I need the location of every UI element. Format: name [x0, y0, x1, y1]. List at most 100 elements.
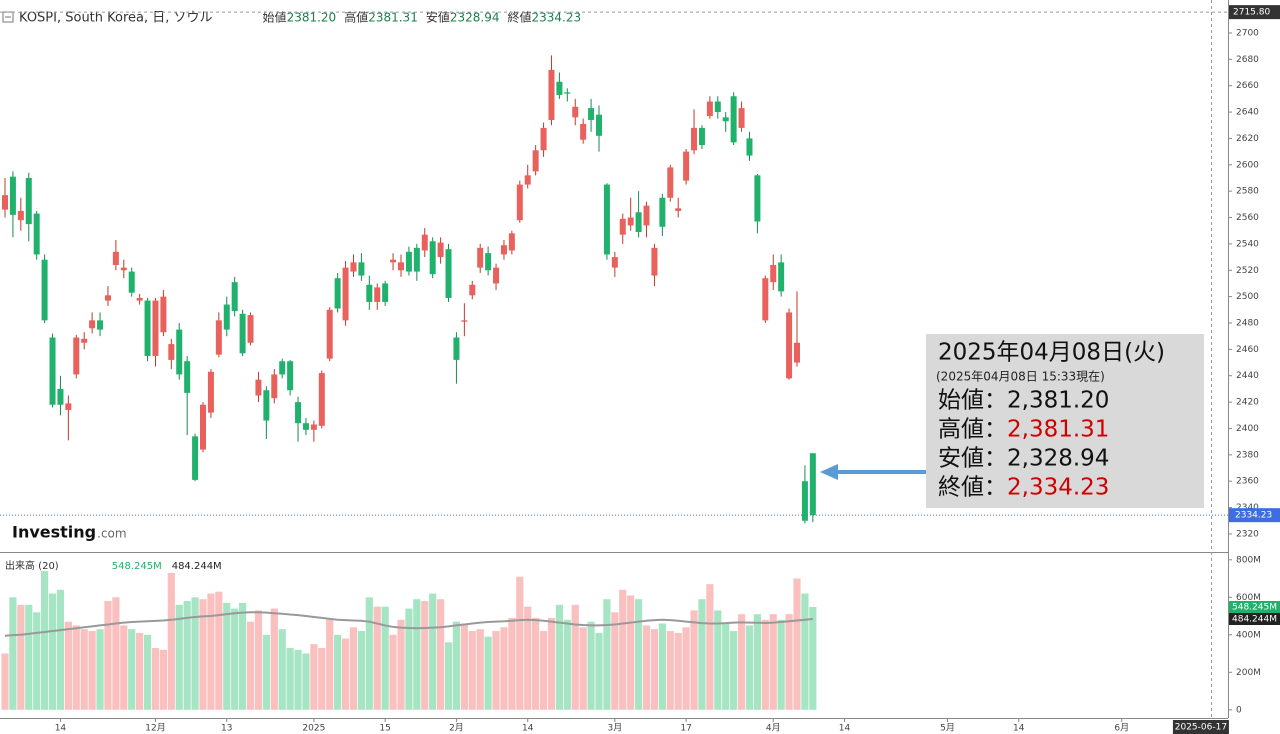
- candle-body: [128, 271, 135, 293]
- candle-body: [310, 424, 317, 430]
- volume-bar: [555, 604, 563, 710]
- volume-bar: [587, 621, 595, 710]
- crosshair-date-label: 2025-06-17: [1175, 723, 1227, 733]
- volume-bar: [532, 617, 540, 710]
- candle-body: [500, 245, 507, 255]
- candle-body: [89, 320, 96, 329]
- volume-bar: [262, 634, 270, 710]
- candle-body: [73, 337, 80, 375]
- volume-bar: [373, 606, 381, 710]
- volume-bar: [167, 572, 175, 710]
- volume-bar: [421, 601, 429, 710]
- candle-body: [200, 404, 206, 450]
- volume-bar: [25, 604, 33, 710]
- volume-bar: [239, 602, 247, 710]
- volume-bar: [80, 629, 88, 710]
- candle-body: [302, 423, 309, 430]
- volume-bar: [769, 614, 777, 710]
- volume-bar: [690, 610, 698, 710]
- volume-bar: [9, 597, 17, 710]
- candle-body: [168, 344, 175, 360]
- candle-body: [691, 127, 698, 151]
- x-tick-label: 17: [680, 724, 691, 734]
- candle-body: [722, 117, 729, 122]
- candle-body: [374, 287, 381, 302]
- candle-body: [342, 267, 349, 321]
- logo-suffix: .com: [97, 527, 126, 541]
- candle-body: [762, 278, 769, 321]
- candle-body: [104, 295, 111, 301]
- volume-bar: [286, 647, 294, 710]
- volume-legend-value: 548.245M: [112, 561, 162, 572]
- volume-bar: [595, 632, 603, 710]
- last-price-tag: [1229, 508, 1280, 523]
- volume-bar: [381, 606, 389, 710]
- legend-label: 高値: [344, 10, 368, 25]
- annotation-value: 2,328.94: [1007, 446, 1109, 472]
- volume-bar: [278, 629, 286, 710]
- volume-bar: [437, 599, 445, 710]
- volume-bar: [56, 589, 65, 710]
- y-tick-label: 2400: [1236, 424, 1259, 434]
- crosshair-date-tag: [1172, 720, 1229, 734]
- legend-value: 2381.31: [368, 11, 418, 25]
- volume-bar: [136, 632, 144, 710]
- candle-body: [683, 151, 690, 181]
- volume-bar: [650, 629, 659, 710]
- volume-bar: [642, 625, 651, 710]
- candle-body: [9, 176, 16, 215]
- volume-bar: [215, 591, 223, 710]
- volume-bar: [460, 623, 468, 710]
- candle-body: [41, 259, 48, 321]
- candle-body: [469, 284, 476, 296]
- x-tick-label: 14: [839, 724, 851, 734]
- volume-bar: [730, 631, 738, 710]
- candle-body: [398, 262, 404, 271]
- candle-body: [659, 197, 666, 227]
- volume-bar: [809, 607, 817, 710]
- last-price-label: 2334.23: [1235, 511, 1272, 521]
- volume-bar: [737, 614, 746, 710]
- candle-body: [247, 315, 254, 343]
- candle-body: [136, 297, 143, 301]
- volume-bar: [674, 632, 682, 710]
- y-tick-label: 2480: [1236, 318, 1259, 328]
- volume-bar: [341, 638, 350, 710]
- candle-body: [738, 108, 745, 128]
- candle-body: [794, 342, 800, 363]
- x-tick-label: 14: [1013, 724, 1025, 734]
- volume-bar: [429, 593, 437, 710]
- volume-tag: [1229, 601, 1280, 614]
- x-tick-label: 12月: [145, 723, 165, 734]
- volume-bar: [357, 631, 365, 710]
- volume-bar: [349, 627, 358, 710]
- arrow-head: [820, 464, 838, 480]
- volume-bar: [159, 649, 167, 710]
- annotation-box: 2025年04月08日(火) (2025年04月08日 15:33現在) 始値：…: [926, 334, 1204, 508]
- candle-body: [17, 210, 24, 221]
- candle-body: [366, 284, 373, 302]
- y-tick-label: 2580: [1236, 187, 1259, 197]
- candle-body: [160, 296, 167, 333]
- legend-label: 安値: [426, 10, 450, 25]
- candle-body: [207, 371, 214, 413]
- candle-body: [675, 208, 682, 211]
- volume-bar: [611, 612, 619, 710]
- candle-body: [667, 167, 674, 198]
- candle-body: [144, 300, 151, 356]
- volume-bar: [603, 599, 611, 710]
- volume-bar: [48, 593, 57, 710]
- volume-bar: [104, 601, 112, 710]
- candle-body: [746, 138, 753, 156]
- candle-body: [215, 320, 222, 355]
- candle-body: [318, 373, 325, 426]
- candle-body: [33, 213, 40, 255]
- volume-bar: [619, 589, 627, 710]
- y-tick-label: 2700: [1236, 28, 1259, 38]
- volume-bar: [785, 614, 793, 710]
- candle-body: [334, 278, 341, 309]
- candle-body: [445, 249, 452, 298]
- x-tick-label: 14: [522, 724, 534, 734]
- volume-bar: [310, 644, 318, 710]
- volume-bar: [547, 617, 556, 710]
